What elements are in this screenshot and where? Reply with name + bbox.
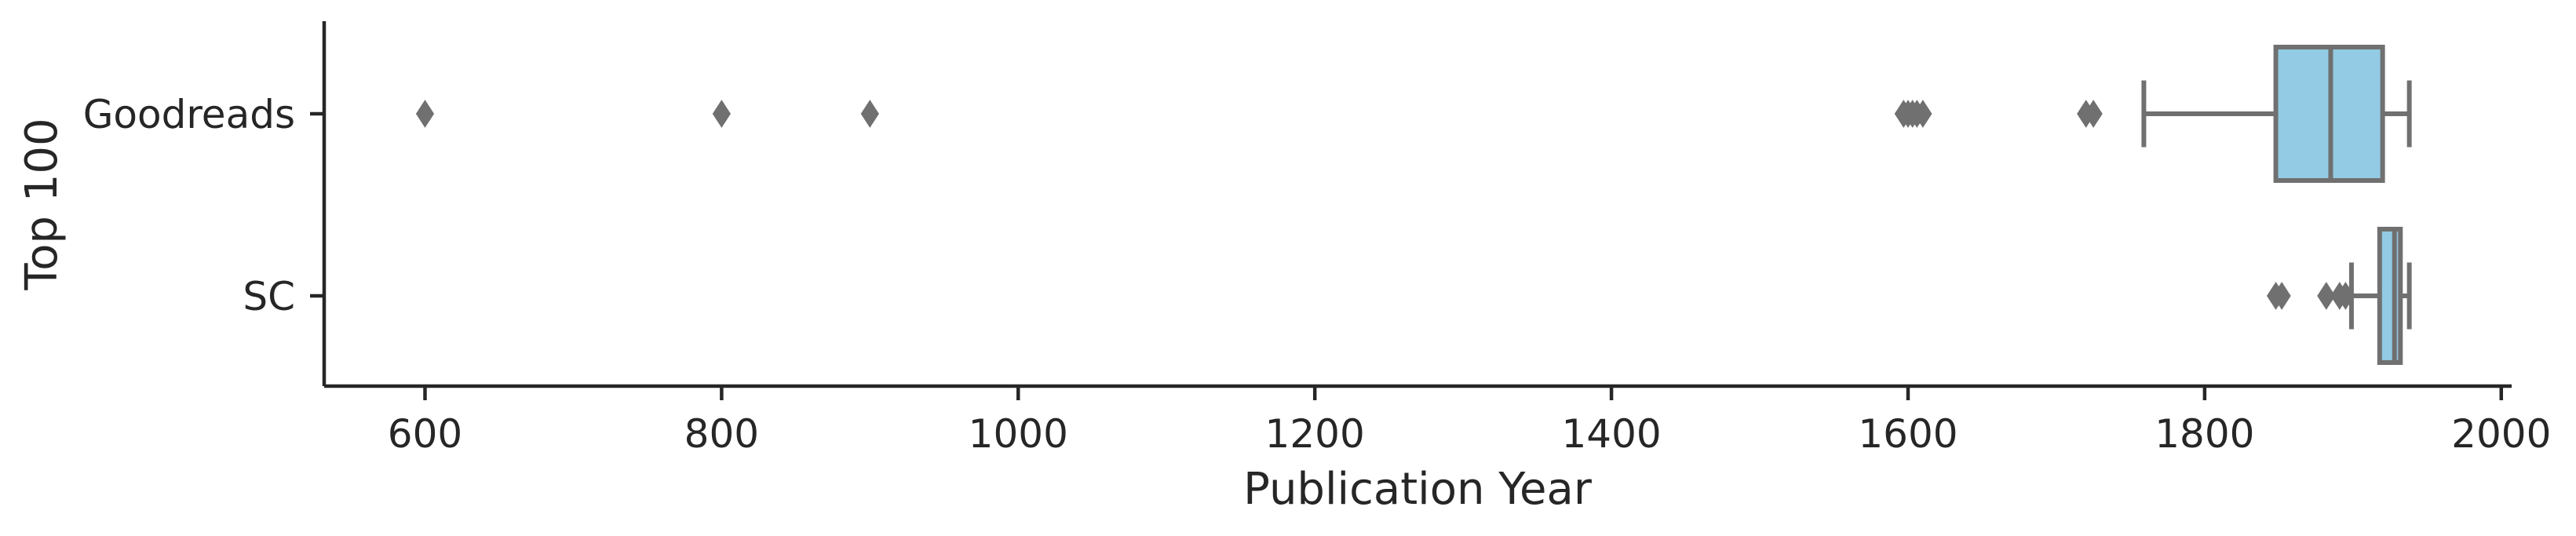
outlier-point: [2084, 100, 2103, 128]
outlier-point: [860, 100, 879, 128]
plot-area: [415, 45, 2412, 365]
x-tick-label: 2000: [2451, 411, 2551, 457]
x-tick-label: 1600: [1858, 411, 1958, 457]
outlier-point: [2272, 282, 2291, 310]
iqr-box: [2377, 227, 2403, 365]
x-tick-label: 1000: [969, 411, 1068, 457]
outlier-point: [415, 100, 435, 128]
outlier-point: [712, 100, 731, 128]
outlier-point: [1914, 100, 1932, 128]
y-tick-label: Goodreads: [83, 92, 295, 137]
x-axis-label: Publication Year: [1243, 464, 1593, 515]
x-axis-ticks: 600 800 1000 1200 1400 1600 1800 2000: [388, 386, 2551, 457]
x-tick-label: 1400: [1561, 411, 1661, 457]
outlier-point: [2336, 282, 2355, 310]
y-axis-label: Top 100: [16, 118, 68, 290]
x-tick-label: 1200: [1265, 411, 1365, 457]
x-tick-label: 600: [388, 411, 462, 457]
box-group-sc: [2266, 227, 2412, 365]
outlier-point: [2317, 282, 2336, 310]
y-tick-label: SC: [243, 274, 295, 319]
box-group-goodreads: [415, 45, 2412, 183]
x-tick-label: 1800: [2155, 411, 2254, 457]
x-tick-label: 800: [684, 411, 759, 457]
y-axis-ticks: Goodreads SC: [83, 92, 324, 319]
